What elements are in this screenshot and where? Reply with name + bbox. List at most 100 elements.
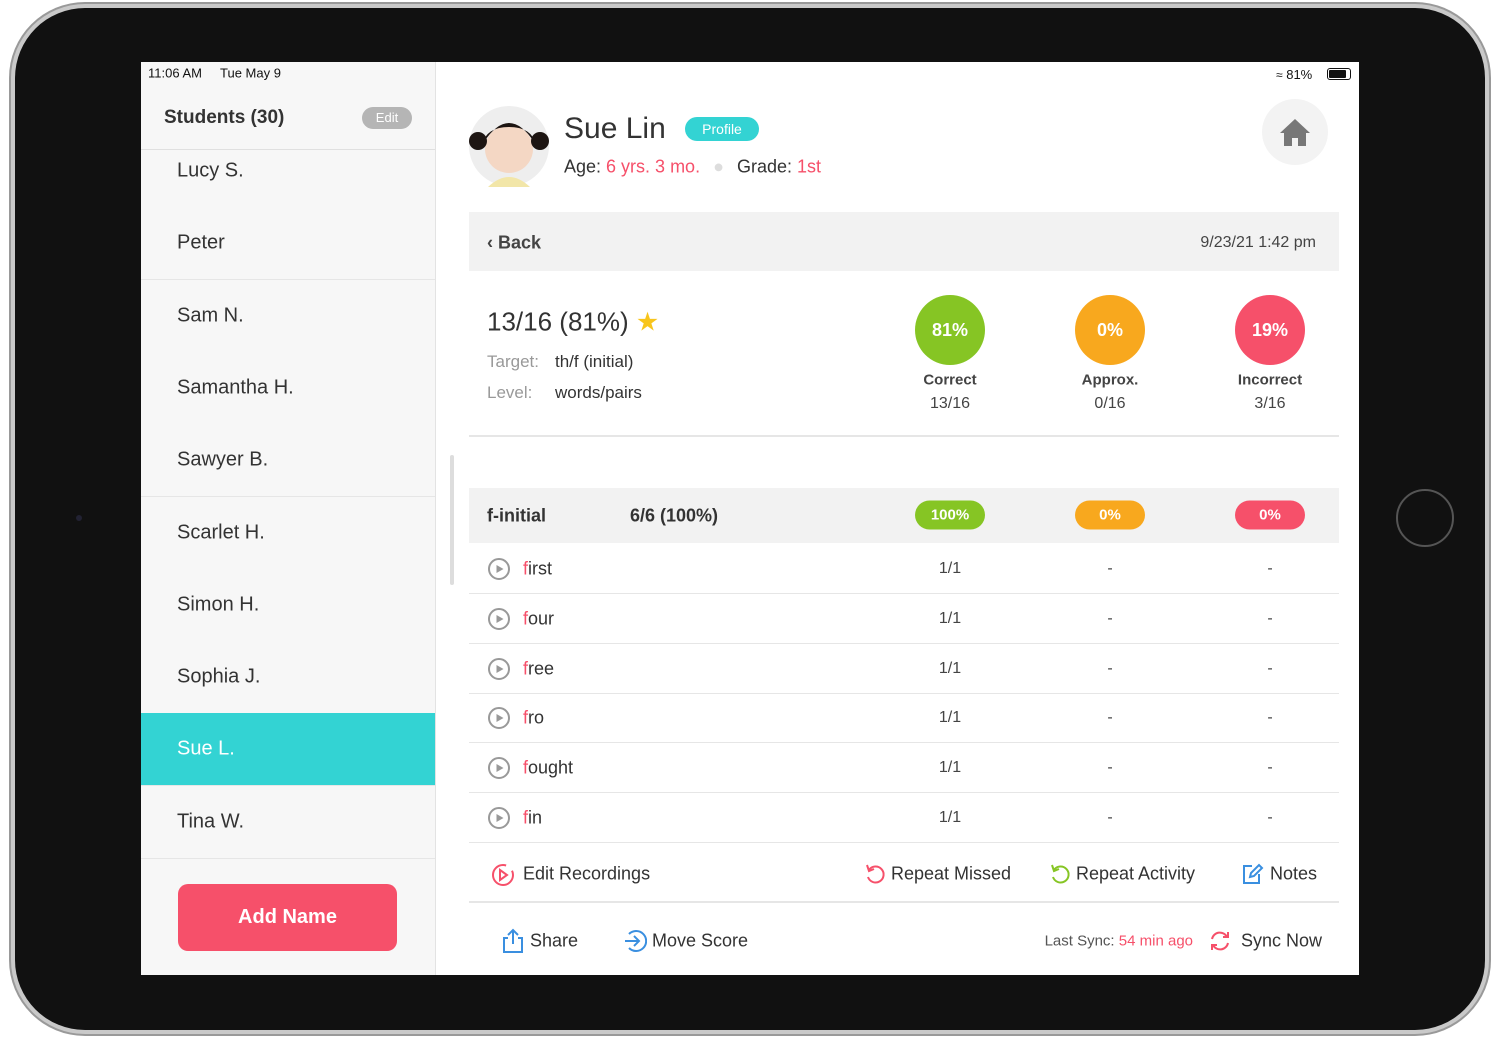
word: fin — [523, 808, 542, 829]
home-button[interactable] — [1396, 489, 1454, 547]
student-row[interactable]: Lucy S. — [141, 150, 435, 208]
stat-circle: 81% — [915, 295, 985, 365]
add-name-button[interactable]: Add Name — [178, 884, 397, 951]
edit-button[interactable]: Edit — [362, 107, 412, 129]
student-name[interactable]: Sam N. — [177, 304, 244, 327]
student-name[interactable]: Scarlet H. — [177, 521, 265, 543]
repeat-activity[interactable]: Repeat Activity — [1076, 863, 1196, 884]
group-score: 6/6 (100%) — [630, 505, 719, 526]
play-triangle[interactable] — [496, 814, 504, 822]
back-text[interactable]: Back — [498, 232, 542, 253]
row-divider — [469, 742, 1339, 744]
play-triangle[interactable] — [496, 664, 504, 673]
word-correct: 1/1 — [938, 659, 962, 677]
group-name: f-initial — [487, 505, 546, 526]
word-target: f — [523, 807, 529, 828]
student-row[interactable]: Samantha H. — [141, 351, 435, 425]
play-triangle[interactable] — [496, 565, 504, 573]
pill: 100% — [915, 500, 985, 530]
word-correct: 1/1 — [938, 709, 962, 727]
repeat-missed-icon[interactable] — [863, 862, 887, 886]
age-line: Age: 6 yrs. 3 mo. ● Grade: 1st — [564, 156, 822, 177]
student-name[interactable]: Samantha H. — [177, 376, 294, 399]
word-incorrect: - — [1267, 560, 1273, 577]
sidebar-title: Students (30) — [164, 107, 285, 128]
edit-recordings[interactable]: Edit Recordings — [523, 863, 651, 884]
sync-icon[interactable] — [1208, 929, 1232, 953]
move-score[interactable]: Move Score — [652, 930, 749, 951]
student-row[interactable]: Tina W. — [141, 785, 435, 859]
word-incorrect: - — [1267, 659, 1273, 677]
repeat-missed[interactable]: Repeat Missed — [891, 863, 1012, 884]
share[interactable]: Share — [530, 930, 579, 951]
word-approx: - — [1107, 709, 1113, 727]
student-name[interactable]: Sawyer B. — [177, 448, 269, 471]
play-button[interactable] — [488, 807, 510, 829]
session-score: 13/16 (81%) ★ — [487, 306, 660, 337]
student-name[interactable]: Tina W. — [177, 810, 245, 833]
word-correct: 1/1 — [938, 609, 962, 627]
group-row — [469, 488, 1339, 543]
row-divider — [469, 792, 1339, 794]
move-score-icon[interactable] — [623, 929, 647, 953]
play-button[interactable] — [488, 558, 510, 580]
student-row[interactable]: Scarlet H. — [141, 496, 435, 570]
home-icon-button[interactable] — [1262, 99, 1328, 165]
word-correct: 1/1 — [938, 560, 962, 577]
stat-label: Approx. — [1081, 371, 1139, 389]
play-triangle[interactable] — [496, 764, 504, 773]
camera — [76, 515, 82, 521]
word-rest: ought — [528, 757, 574, 778]
notes[interactable]: Notes — [1270, 863, 1318, 884]
stat-count: 3/16 — [1254, 395, 1286, 412]
play-triangle[interactable] — [496, 714, 504, 723]
word-incorrect: - — [1267, 759, 1273, 777]
student-name: Sue Lin — [564, 112, 666, 145]
word-rest: ree — [528, 658, 555, 679]
word-rest: our — [528, 608, 555, 629]
sync-now[interactable]: Sync Now — [1241, 930, 1323, 951]
word-approx: - — [1107, 809, 1113, 826]
stat-circle: 0% — [1075, 295, 1145, 365]
timestamp: 9/23/21 1:42 pm — [1200, 234, 1316, 251]
word-target: f — [523, 707, 529, 728]
avatar — [469, 106, 549, 187]
student-row[interactable]: Sue L. — [141, 713, 435, 787]
play-triangle[interactable] — [496, 614, 504, 623]
student-name[interactable]: Sue L. — [177, 737, 235, 760]
word: four — [523, 608, 554, 629]
status-date: Tue May 9 — [220, 65, 281, 81]
word: fro — [523, 708, 544, 729]
play-button[interactable] — [488, 607, 510, 630]
student-row[interactable]: Sophia J. — [141, 641, 435, 715]
student-name[interactable]: Sophia J. — [177, 665, 261, 688]
word-target: f — [523, 608, 529, 629]
student-name[interactable]: Peter — [177, 231, 225, 254]
screen: 11:06 AM Tue May 9 Students (30) Edit Lu… — [141, 62, 1359, 975]
play-button[interactable] — [488, 707, 510, 730]
word-rest: in — [528, 807, 543, 828]
status-battery: ≈ 81% — [1276, 67, 1313, 82]
divider — [141, 149, 435, 150]
play-button[interactable] — [488, 657, 510, 680]
play-button[interactable] — [488, 757, 510, 780]
status-time: 11:06 AM — [148, 65, 202, 81]
notes-icon[interactable] — [1240, 862, 1264, 886]
row-divider — [469, 593, 1339, 594]
stat-count: 13/16 — [929, 395, 971, 412]
student-row[interactable]: Sawyer B. — [141, 424, 435, 498]
back-button[interactable]: ‹ Back — [487, 232, 542, 253]
student-row[interactable]: Sam N. — [141, 279, 435, 353]
word-target: f — [523, 558, 529, 579]
edit-recordings-icon[interactable] — [490, 862, 516, 888]
student-name[interactable]: Simon H. — [177, 593, 260, 616]
student-row[interactable]: Simon H. — [141, 568, 435, 642]
student-row[interactable]: Peter — [141, 207, 435, 281]
scroll-indicator — [450, 455, 454, 585]
student-name[interactable]: Lucy S. — [177, 159, 244, 182]
profile-badge[interactable]: Profile — [685, 117, 759, 141]
stat-circle: 19% — [1235, 295, 1305, 365]
repeat-activity-icon[interactable] — [1048, 862, 1072, 886]
share-icon[interactable] — [501, 928, 525, 954]
